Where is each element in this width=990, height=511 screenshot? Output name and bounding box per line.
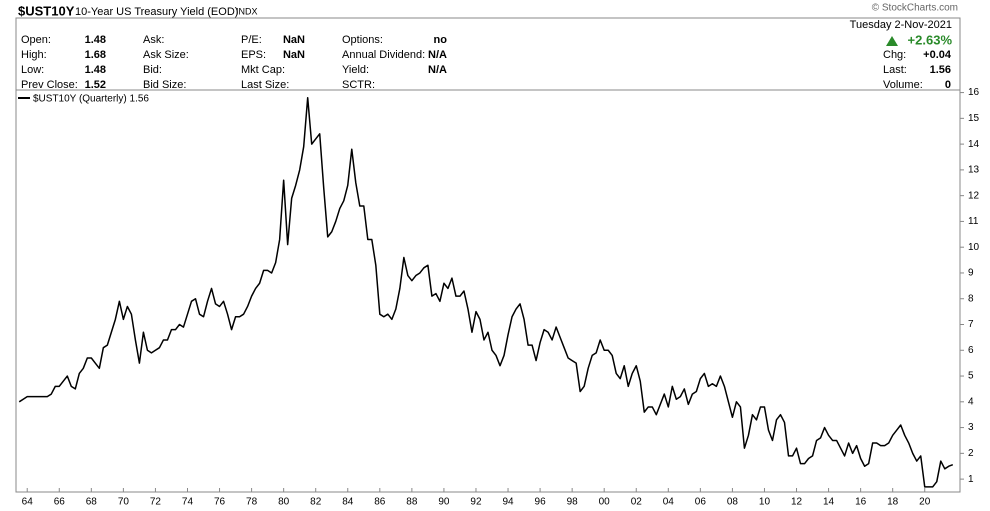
y-tick-label: 16	[968, 87, 980, 98]
quote-label: Open:	[21, 34, 51, 46]
y-tick-label: 2	[968, 448, 974, 459]
quote-value: N/A	[428, 49, 447, 61]
quote-label: Low:	[21, 64, 44, 76]
x-tick-label: 16	[855, 497, 867, 508]
x-tick-label: 12	[791, 497, 803, 508]
x-tick-label: 02	[631, 497, 643, 508]
y-tick-label: 5	[968, 371, 974, 382]
y-tick-label: 13	[968, 165, 980, 176]
x-tick-label: 08	[727, 497, 739, 508]
chart-subtitle: 10-Year US Treasury Yield (EOD)	[75, 6, 238, 18]
chart-title: $UST10Y	[18, 3, 75, 18]
panel-border	[15, 17, 961, 493]
x-tick-label: 70	[118, 497, 130, 508]
x-tick-label: 80	[278, 497, 290, 508]
quote-value: N/A	[428, 64, 447, 76]
y-tick-label: 12	[968, 190, 980, 201]
quote-label: Bid Size:	[143, 79, 186, 91]
quote-label: Chg:	[883, 49, 906, 61]
y-tick-label: 3	[968, 422, 974, 433]
legend-label: $UST10Y (Quarterly) 1.56	[33, 94, 149, 105]
x-tick-label: 90	[438, 497, 450, 508]
watermark: © StockCharts.com	[872, 3, 958, 14]
y-tick-label: 9	[968, 268, 974, 279]
y-tick-label: 14	[968, 139, 980, 150]
quote-value: 0	[945, 79, 951, 91]
x-tick-label: 06	[695, 497, 707, 508]
y-tick-label: 11	[968, 216, 979, 227]
y-tick-label: 4	[968, 396, 974, 407]
x-tick-label: 78	[246, 497, 258, 508]
x-tick-label: 68	[86, 497, 98, 508]
quote-label: Volume:	[883, 79, 923, 91]
x-tick-label: 64	[22, 497, 34, 508]
x-tick-label: 84	[342, 497, 354, 508]
x-tick-label: 76	[214, 497, 226, 508]
quote-value: NaN	[283, 49, 305, 61]
quote-label: P/E:	[241, 34, 262, 46]
quote-value: +0.04	[923, 49, 952, 61]
quote-value: NaN	[283, 34, 305, 46]
quote-date: Tuesday 2-Nov-2021	[850, 19, 952, 31]
quote-value: 1.68	[85, 49, 106, 61]
y-tick-label: 6	[968, 345, 974, 356]
x-tick-label: 74	[182, 497, 194, 508]
x-tick-label: 98	[567, 497, 579, 508]
x-tick-label: 72	[150, 497, 162, 508]
y-tick-label: 7	[968, 319, 974, 330]
x-tick-label: 96	[535, 497, 547, 508]
quote-label: Ask:	[143, 34, 164, 46]
quote-label: EPS:	[241, 49, 266, 61]
quote-label: Yield:	[342, 64, 369, 76]
quote-label: Options:	[342, 34, 383, 46]
quote-label: Ask Size:	[143, 49, 189, 61]
price-line	[18, 96, 954, 488]
quote-value: 1.56	[930, 64, 951, 76]
quote-label: Mkt Cap:	[241, 64, 285, 76]
quote-value: 1.48	[85, 64, 106, 76]
x-tick-label: 92	[470, 497, 482, 508]
x-tick-label: 20	[919, 497, 931, 508]
y-tick-label: 1	[968, 474, 974, 485]
quote-label: Last Size:	[241, 79, 289, 91]
quote-value: 1.48	[85, 34, 106, 46]
quote-label: Bid:	[143, 64, 162, 76]
x-tick-label: 00	[599, 497, 611, 508]
y-tick-label: 8	[968, 293, 974, 304]
x-tick-label: 94	[502, 497, 514, 508]
quote-label: Prev Close:	[21, 79, 78, 91]
x-tick-label: 18	[887, 497, 899, 508]
up-arrow	[886, 36, 898, 46]
quote-label: High:	[21, 49, 47, 61]
quote-label: SCTR:	[342, 79, 375, 91]
y-tick-label: 10	[968, 242, 980, 253]
change-pct: +2.63%	[908, 32, 953, 47]
quote-label: Annual Dividend:	[342, 49, 425, 61]
quote-value: 1.52	[85, 79, 106, 91]
quote-label: Last:	[883, 64, 907, 76]
y-tick-label: 15	[968, 113, 980, 124]
x-tick-label: 14	[823, 497, 835, 508]
x-tick-label: 10	[759, 497, 771, 508]
x-tick-label: 66	[54, 497, 66, 508]
exchange: INDX	[236, 6, 258, 16]
quote-value: no	[434, 34, 448, 46]
x-tick-label: 04	[663, 497, 675, 508]
x-tick-label: 88	[406, 497, 418, 508]
x-tick-label: 86	[374, 497, 386, 508]
x-tick-label: 82	[310, 497, 322, 508]
